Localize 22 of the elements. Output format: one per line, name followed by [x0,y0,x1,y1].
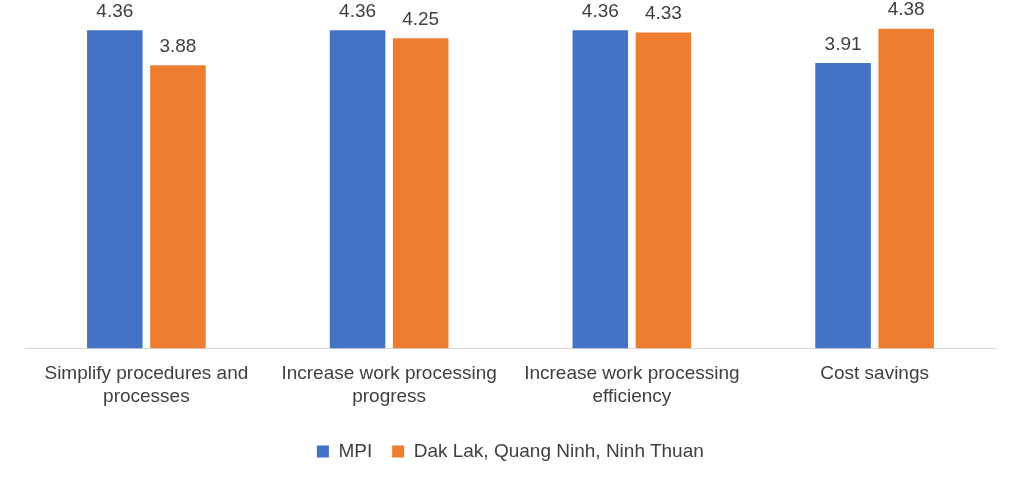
bar [635,32,692,349]
data-label: 4.36 [339,0,377,21]
bar [150,65,206,349]
data-label: 4.36 [581,0,619,21]
data-label: 4.33 [644,2,682,24]
x-tick-label: Increase work processing efficiency [524,362,740,406]
data-label: 3.91 [824,32,862,54]
bar [392,38,449,349]
data-label: 4.36 [96,0,134,21]
bar [815,63,871,349]
data-label: 4.38 [887,0,925,20]
bar [878,28,934,349]
legend-label: MPI [338,439,373,461]
bar [329,30,386,349]
bar [87,30,143,349]
data-label: 3.88 [159,34,197,56]
bar [572,30,629,349]
x-tick-label: Simplify procedures and processes [44,362,249,406]
x-tick-label: Cost savings [820,362,930,384]
x-tick-label: Increase work processing progress [281,362,497,406]
legend-label: Dak Lak, Quang Ninh, Ninh Thuan [413,439,704,461]
data-label: 4.25 [402,7,440,29]
